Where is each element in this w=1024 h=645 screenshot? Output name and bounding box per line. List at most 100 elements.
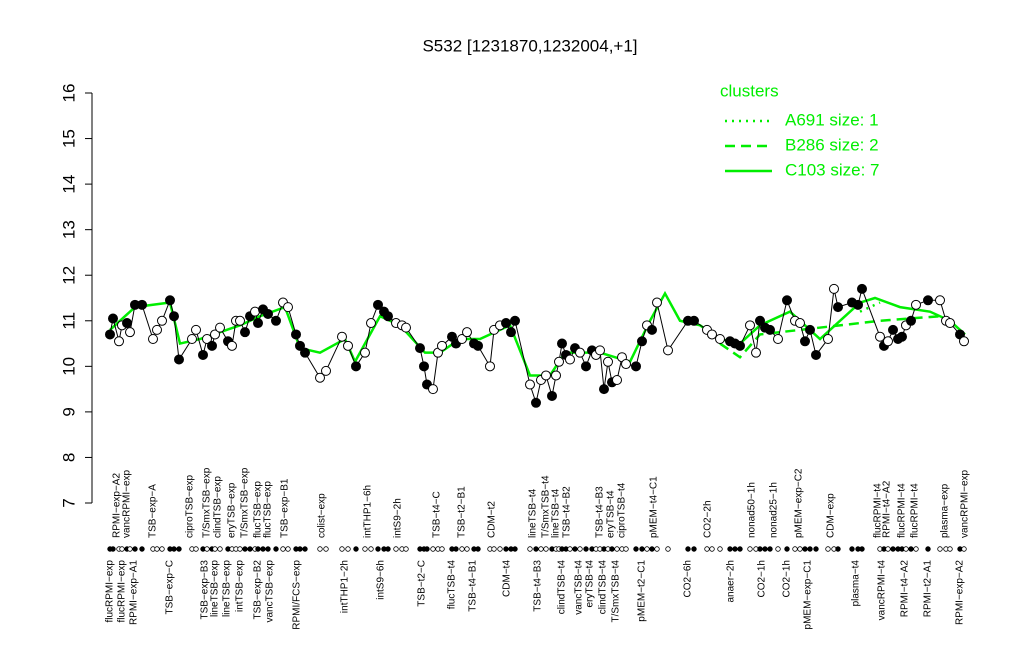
- point: [811, 349, 821, 360]
- rug-mark: [825, 546, 831, 552]
- x-label-top: CDM−t2: [487, 501, 498, 538]
- legend-title: clusters: [720, 81, 779, 100]
- point: [207, 340, 217, 351]
- rug-mark: [639, 546, 645, 552]
- point: [174, 354, 184, 365]
- rug-mark: [792, 546, 798, 552]
- point: [122, 318, 132, 329]
- point: [271, 315, 281, 326]
- rug-mark: [247, 546, 253, 552]
- point: [554, 356, 564, 367]
- rug-mark: [375, 546, 381, 552]
- point: [621, 359, 631, 370]
- x-label-top: RPMI−exp−A2: [112, 473, 123, 538]
- point: [581, 361, 591, 372]
- x-label-bottom: vancTSB−t4: [574, 560, 585, 615]
- x-label-bottom: TSB−exp−B2: [253, 560, 264, 620]
- point: [525, 379, 535, 390]
- point: [437, 340, 447, 351]
- rug-mark: [193, 546, 199, 552]
- x-label-top: ciproTSB−exp: [185, 474, 196, 538]
- rug-mark: [154, 546, 160, 552]
- point: [755, 315, 765, 326]
- point: [795, 318, 805, 329]
- x-label-bottom: CO2−1h: [782, 560, 793, 598]
- x-label-top: clindTSB−exp: [213, 476, 224, 538]
- point: [857, 283, 867, 294]
- rug-mark: [430, 546, 436, 552]
- rug-mark: [132, 546, 138, 552]
- point: [291, 329, 301, 340]
- point: [343, 340, 353, 351]
- point: [888, 324, 898, 335]
- rug-mark: [453, 546, 459, 552]
- x-label-top: intTHP1−6h: [363, 485, 374, 538]
- rug-mark: [403, 546, 409, 552]
- cluster-line: [719, 314, 941, 359]
- x-label-bottom: anaer−2h: [726, 560, 737, 603]
- x-label-top: TSB−t4−B2: [562, 486, 573, 538]
- point: [473, 340, 483, 351]
- point: [575, 347, 585, 358]
- point: [945, 318, 955, 329]
- x-label-bottom: lineTSB−exp: [222, 560, 233, 617]
- point: [253, 318, 263, 329]
- point: [911, 299, 921, 310]
- x-label-top: lineTSB−t4: [551, 488, 562, 538]
- point: [148, 334, 158, 344]
- x-label-bottom: RPMI/FCS−exp: [292, 560, 303, 630]
- point: [707, 329, 717, 340]
- y-tick-label: 7: [59, 498, 78, 507]
- x-label-top: vancRPMI−exp: [122, 469, 133, 538]
- point: [906, 315, 916, 326]
- point: [800, 336, 810, 347]
- point: [751, 347, 761, 358]
- x-label-top: TSB−t4−C: [432, 491, 443, 538]
- x-label-bottom: RPMI−t4−A2: [900, 560, 911, 618]
- point: [829, 283, 839, 294]
- x-label-top: ciproTSB−t4: [617, 482, 628, 538]
- x-label-top: TSB−exp−A: [148, 484, 159, 538]
- rug-mark: [704, 546, 710, 552]
- x-label-bottom: RPMI−t2−A1: [923, 560, 934, 618]
- rug-mark: [323, 546, 329, 552]
- rug-mark: [159, 546, 165, 552]
- point: [240, 327, 250, 338]
- point: [137, 299, 147, 310]
- rug-mark: [577, 546, 583, 552]
- x-label-top: RPMI−t4−A2: [882, 480, 893, 538]
- rug-mark: [567, 546, 573, 552]
- point: [959, 336, 969, 347]
- x-label-bottom: TSB−exp−C: [165, 560, 176, 614]
- x-label-bottom: pMEM−t2−C1: [637, 560, 648, 622]
- rug-mark: [110, 546, 116, 552]
- rug-mark: [527, 546, 533, 552]
- rug-mark: [339, 546, 345, 552]
- point: [315, 372, 325, 383]
- rug-mark: [459, 546, 465, 552]
- rug-mark: [237, 546, 243, 552]
- point: [565, 354, 575, 365]
- point: [773, 334, 783, 344]
- x-label-bottom: flucTSB−t4: [447, 560, 458, 610]
- rug-mark: [393, 546, 399, 552]
- x-label-bottom: TSB−t2−C: [417, 560, 428, 607]
- x-label-bottom: TSB−t4−B3: [533, 560, 544, 612]
- rug-mark: [497, 546, 503, 552]
- rug-mark: [139, 546, 145, 552]
- x-label-bottom: plasma−t4: [851, 560, 862, 607]
- point: [531, 397, 541, 408]
- rug-mark: [737, 546, 743, 552]
- rug-mark: [757, 546, 763, 552]
- rug-mark: [727, 546, 733, 552]
- rug-mark: [317, 546, 323, 552]
- rug-mark: [797, 546, 803, 552]
- point: [883, 336, 893, 347]
- x-label-bottom: RPMI−exp−A2: [955, 560, 966, 625]
- point: [215, 322, 225, 333]
- rug-mark: [242, 546, 248, 552]
- rug-mark: [947, 546, 953, 552]
- point: [415, 343, 425, 354]
- rug-mark: [762, 546, 768, 552]
